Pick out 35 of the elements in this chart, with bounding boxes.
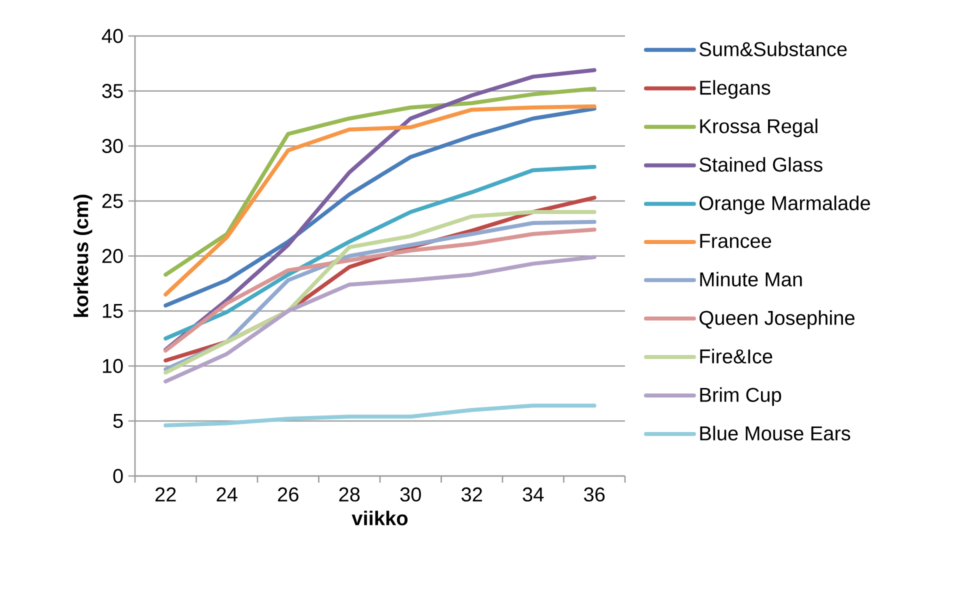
y-tick-label: 10 [102,358,123,374]
legend-label: Francee [700,234,772,248]
x-tick-label: 28 [339,487,360,502]
legend-label: Minute Man [700,272,802,286]
legend-label: Stained Glass [700,157,822,172]
legend-label: Sum&Substance [700,42,847,56]
line-series [164,228,596,353]
x-axis-title: viikko [352,510,408,526]
line-series [164,164,596,340]
y-tick-label: 25 [102,194,123,208]
y-tick-label: 15 [102,304,123,318]
x-tick-label: 32 [462,487,482,502]
x-tick-label: 26 [278,487,298,502]
line-series [164,255,596,384]
line-series [164,404,596,428]
y-tick-label: 20 [102,248,123,264]
legend-label: Fire&Ice [700,348,772,364]
x-tick-label: 36 [584,487,605,502]
x-tick-label: 34 [522,487,544,502]
legend-label: Blue Mouse Ears [700,426,850,440]
y-tick-label: 35 [102,84,123,98]
y-axis-title: korkeus (cm) [74,194,92,317]
legend-label: Orange Marmalade [700,196,870,214]
legend-label: Elegans [700,80,770,99]
line-series [164,86,596,277]
x-tick-label: 22 [156,487,176,502]
y-tick-label: 5 [113,414,123,428]
y-tick-label: 40 [102,28,123,44]
legend-label: Queen Josephine [700,310,854,329]
y-tick-label: 30 [102,138,123,154]
legend-label: Brim Cup [700,387,782,406]
legend-label: Krossa Regal [700,118,818,138]
x-tick-label: 24 [216,487,238,502]
y-tick-label: 0 [113,468,123,484]
x-tick-label: 30 [400,487,421,502]
